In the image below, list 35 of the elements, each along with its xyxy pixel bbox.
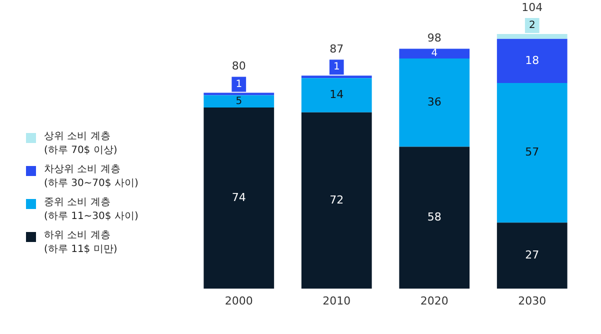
legend-label: 상위 소비 계층 (하루 70$ 이상)	[44, 130, 118, 158]
data-label: 58	[427, 210, 442, 224]
data-label: 74	[232, 191, 246, 204]
x-tick-label: 2020	[420, 294, 448, 308]
data-label: 4	[431, 48, 438, 60]
bar	[301, 112, 372, 289]
bar	[496, 83, 568, 223]
bar	[204, 95, 274, 108]
legend-label: 하위 소비 계층 (하루 11$ 미만)	[44, 229, 118, 257]
data-label: 57	[525, 146, 540, 159]
bar	[496, 38, 568, 83]
bar	[399, 48, 470, 58]
data-label: 72	[330, 193, 344, 206]
data-label: 27	[525, 248, 540, 262]
x-tick-label: 2000	[224, 294, 253, 308]
data-label: 14	[330, 88, 344, 102]
total-label: 98	[427, 32, 442, 45]
data-label: 5	[236, 96, 242, 107]
x-tick-label: 2030	[518, 294, 546, 308]
bar	[204, 108, 274, 289]
data-label: 1	[236, 78, 242, 90]
bar	[496, 222, 568, 289]
data-label: 2	[528, 20, 536, 32]
bar	[399, 58, 470, 147]
legend-label: 차상위 소비 계층 (하루 30~70$ 사이)	[44, 163, 138, 191]
x-tick-label: 2010	[322, 294, 351, 308]
total-label: 80	[232, 60, 246, 73]
legend-label: 중위 소비 계층 (하루 11~30$ 사이)	[44, 196, 138, 224]
data-label: 18	[525, 54, 540, 67]
data-label: 36	[427, 95, 442, 108]
data-label: 1	[333, 62, 340, 73]
total-label: 104	[522, 0, 543, 14]
bar	[301, 78, 372, 112]
bar	[399, 146, 470, 289]
total-label: 87	[330, 42, 344, 56]
